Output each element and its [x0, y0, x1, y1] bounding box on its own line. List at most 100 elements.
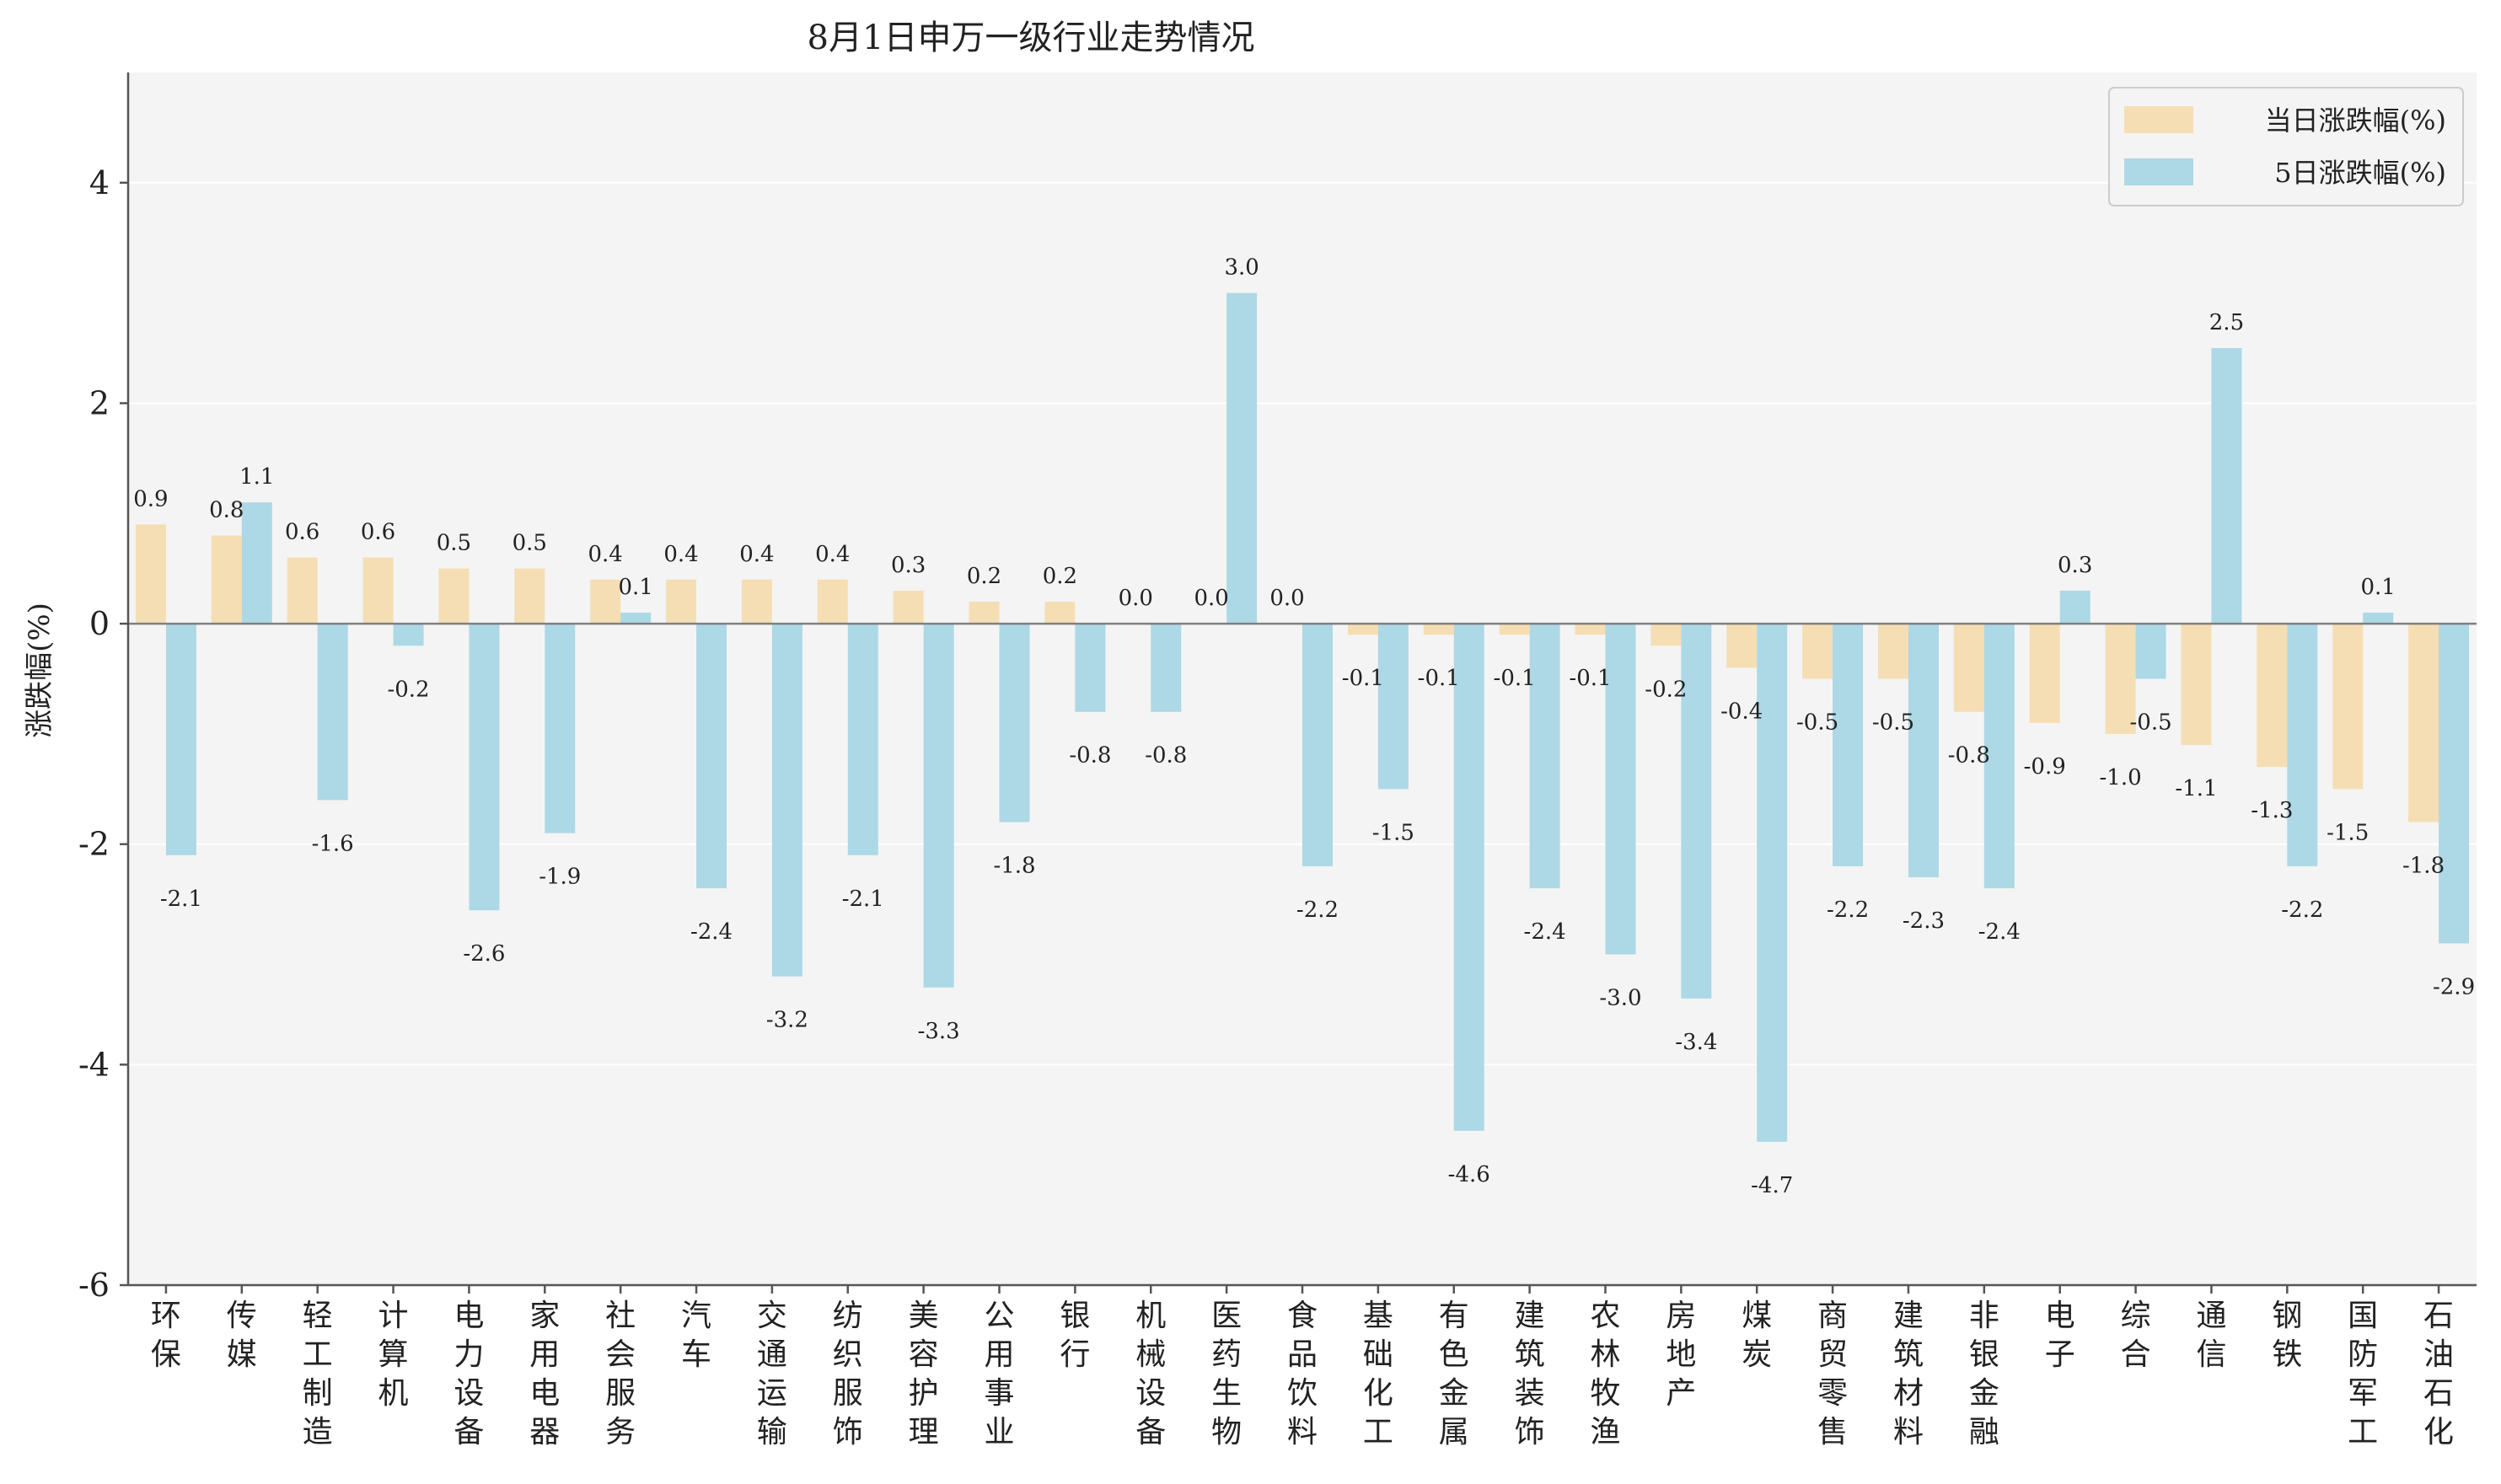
x-tick-label: 农林牧渔 [1590, 1299, 1620, 1449]
x-tick-label: 建筑装饰 [1515, 1299, 1545, 1449]
x-tick-label: 煤炭 [1742, 1299, 1772, 1372]
x-tick-label: 电子 [2045, 1299, 2075, 1372]
bar-daily-3 [287, 557, 318, 624]
bar-5day-19 [1529, 624, 1560, 889]
label-5day-19: -2.4 [1524, 919, 1566, 945]
bar-5day-22 [1757, 624, 1788, 1142]
bar-daily-4 [362, 557, 394, 624]
bar-5day-25 [1983, 624, 2015, 889]
label-daily-20: -0.1 [1569, 666, 1611, 691]
x-tick-label: 纺织服饰 [833, 1299, 863, 1449]
label-5day-27: -0.5 [2130, 710, 2172, 736]
x-tick-label: 有色金属 [1439, 1299, 1469, 1449]
label-daily-30: -1.5 [2327, 820, 2369, 845]
label-daily-8: 0.4 [663, 542, 698, 567]
label-5day-8: -2.4 [690, 919, 733, 945]
y-tick-label: 4 [89, 164, 110, 201]
bar-5day-5 [469, 624, 500, 911]
label-5day-25: -2.4 [1978, 919, 2021, 945]
bar-daily-13 [1044, 601, 1076, 624]
label-daily-29: -1.3 [2251, 798, 2293, 823]
label-daily-3: 0.6 [285, 520, 319, 545]
bar-5day-10 [847, 624, 878, 855]
y-tick-label: 2 [89, 384, 110, 421]
label-daily-18: -0.1 [1418, 666, 1460, 691]
bar-5day-26 [2059, 590, 2090, 624]
bar-daily-6 [514, 568, 545, 624]
x-tick-label: 非银金融 [1969, 1299, 1999, 1449]
bar-daily-26 [2029, 624, 2060, 723]
bars [135, 292, 2470, 1142]
legend-swatch-daily [2124, 106, 2193, 133]
x-tick-label: 房地产 [1666, 1299, 1696, 1411]
label-5day-26: 0.3 [2058, 553, 2092, 578]
bar-daily-20 [1575, 624, 1606, 635]
label-5day-30: 0.1 [2361, 575, 2396, 600]
label-5day-2: 1.1 [239, 464, 274, 490]
label-daily-23: -0.5 [1796, 710, 1838, 736]
bar-5day-31 [2439, 624, 2470, 944]
label-5day-15: 3.0 [1224, 255, 1259, 281]
x-tick-label: 轻工制造 [303, 1299, 333, 1449]
label-daily-26: -0.9 [2024, 754, 2066, 780]
bar-5day-14 [1151, 624, 1182, 712]
y-tick-label: 0 [89, 605, 110, 642]
label-daily-1: 0.9 [133, 486, 168, 512]
y-axis-label: 涨跌幅(%) [23, 603, 56, 738]
bar-daily-2 [211, 535, 242, 624]
bar-5day-6 [545, 624, 576, 833]
bar-daily-23 [1802, 624, 1833, 679]
label-5day-24: -2.3 [1903, 908, 1945, 934]
bar-daily-8 [666, 579, 697, 624]
label-daily-11: 0.3 [891, 553, 926, 578]
label-daily-24: -0.5 [1872, 710, 1914, 736]
label-daily-21: -0.2 [1645, 677, 1687, 702]
bar-5day-4 [393, 624, 424, 646]
bar-5day-8 [696, 624, 727, 889]
legend-label-daily: 当日涨跌幅(%) [2265, 104, 2446, 137]
bar-daily-24 [1877, 624, 1908, 679]
x-tick-label: 商贸零售 [1817, 1299, 1848, 1449]
x-tick-label: 综合 [2121, 1299, 2151, 1372]
x-tick-label: 通信 [2196, 1299, 2226, 1372]
bar-5day-30 [2363, 613, 2394, 624]
label-5day-10: -2.1 [842, 887, 884, 912]
x-tick-label: 建筑材料 [1893, 1299, 1924, 1449]
bar-daily-9 [741, 579, 772, 624]
label-daily-28: -1.1 [2175, 776, 2217, 801]
x-tick-label: 银行 [1060, 1299, 1090, 1372]
label-5day-12: -1.8 [993, 854, 1035, 879]
data-labels: 0.9 -2.1 0.8 1.1 0.6 -1.6 0.6 -0.2 0.5 -2.6 0.5 -1.… [133, 255, 2475, 1198]
bar-5day-2 [241, 502, 272, 624]
x-tick-label: 环保 [151, 1299, 181, 1372]
bar-5day-24 [1908, 624, 1939, 877]
bar-daily-17 [1347, 624, 1378, 635]
label-daily-9: 0.4 [739, 542, 774, 567]
bar-daily-5 [438, 568, 470, 624]
bar-daily-22 [1726, 624, 1758, 668]
bar-5day-18 [1453, 624, 1484, 1131]
x-tick-label: 医药生物 [1211, 1299, 1242, 1449]
chart-title: 8月1日申万一级行业走势情况 [808, 19, 1255, 57]
bar-5day-27 [2135, 624, 2166, 679]
x-tick-label: 国防军工 [2348, 1299, 2378, 1449]
label-5day-16: -2.2 [1296, 897, 1339, 923]
bar-5day-13 [1075, 624, 1106, 712]
bar-daily-21 [1650, 624, 1682, 646]
label-5day-29: -2.2 [2281, 897, 2323, 923]
bar-daily-11 [893, 590, 924, 624]
label-daily-22: -0.4 [1720, 699, 1763, 724]
bar-5day-7 [620, 613, 652, 624]
bar-5day-16 [1302, 624, 1333, 866]
label-5day-11: -3.3 [918, 1019, 960, 1044]
bar-5day-11 [923, 624, 954, 988]
bar-5day-17 [1377, 624, 1409, 790]
x-tick-label: 社会服务 [605, 1299, 636, 1449]
x-tick-label: 基础化工 [1363, 1299, 1393, 1449]
label-daily-16: 0.0 [1269, 586, 1304, 611]
bar-5day-23 [1833, 624, 1864, 866]
bar-daily-27 [2105, 624, 2136, 734]
label-5day-17: -1.5 [1372, 820, 1414, 845]
